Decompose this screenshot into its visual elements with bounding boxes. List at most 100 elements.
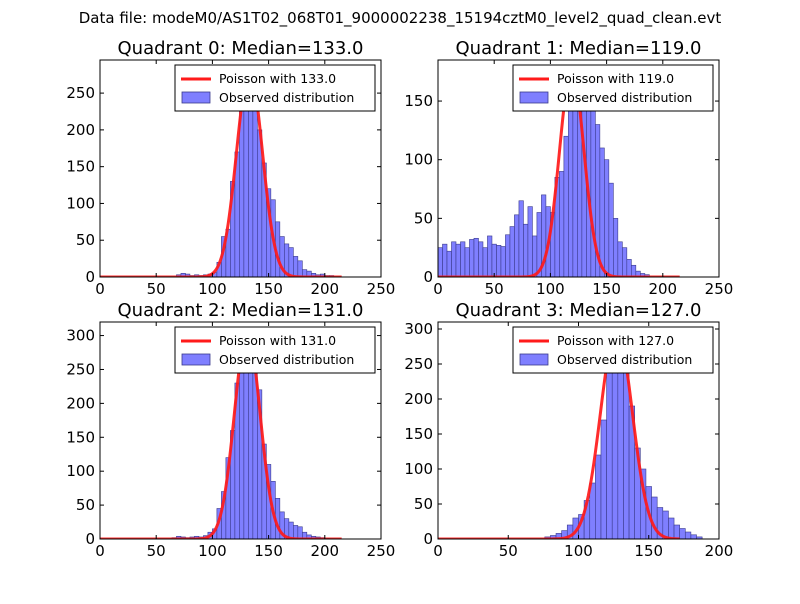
quadrant-2-plot: 0 50 100 150 200 250 0 50 100 150 200 250 300 Quadran… [66, 300, 395, 560]
x-tick-label: 150 [254, 280, 283, 298]
legend-observed-label: Observed distribution [557, 352, 692, 367]
x-tick-label: 250 [367, 542, 396, 560]
y-tick-label: 300 [404, 320, 433, 338]
histogram-bar [606, 370, 613, 539]
x-tick-label: 100 [198, 280, 227, 298]
x-tick-label: 200 [648, 280, 677, 298]
histogram-bar [696, 536, 703, 539]
y-tick-label: 250 [404, 355, 433, 373]
x-tick-label: 100 [536, 280, 565, 298]
histogram-bar [668, 517, 675, 539]
y-tick-label: 50 [414, 209, 433, 227]
y-tick-label: 100 [404, 151, 433, 169]
legend-poisson-label: Poisson with 119.0 [557, 71, 674, 86]
y-tick-label: 100 [66, 462, 95, 480]
histogram-bar [600, 419, 607, 539]
legend-observed-swatch [181, 353, 211, 366]
histogram-bar [451, 241, 457, 277]
histogram-bar [613, 218, 619, 277]
legend-poisson-label: Poisson with 133.0 [219, 71, 336, 86]
histogram-bar [293, 256, 299, 277]
histogram-bar [617, 241, 623, 277]
histogram-bar [527, 206, 533, 277]
histogram-bar [662, 510, 669, 539]
y-tick-label: 150 [404, 425, 433, 443]
quadrant-title: Quadrant 0: Median=133.0 [118, 38, 364, 59]
histogram-bar [297, 526, 303, 539]
histogram-bar [469, 239, 475, 277]
x-tick-label: 100 [198, 542, 227, 560]
legend: Poisson with 127.0 Observed distribution [512, 326, 714, 374]
quadrant-0-plot: 0 50 100 150 200 250 0 50 100 150 200 250 Quadrant 0… [66, 38, 395, 298]
histogram-bar [651, 496, 658, 539]
histogram-bar [514, 214, 520, 277]
histogram-bar [464, 247, 470, 277]
x-tick-label: 0 [95, 542, 105, 560]
histogram-bar [482, 247, 488, 277]
histogram-bar [288, 247, 294, 277]
quadrant-3-plot: 0 50 100 150 200 0 50 100 150 200 250 300 Quadrant 3… [404, 300, 733, 560]
quadrant-title: Quadrant 2: Median=131.0 [118, 300, 364, 321]
y-tick-label: 50 [76, 496, 95, 514]
histogram-bar [626, 259, 632, 277]
histogram-bar [473, 237, 479, 277]
histogram-bar [604, 159, 610, 277]
y-tick-label: 100 [66, 194, 95, 212]
legend-observed-swatch [519, 91, 549, 104]
y-tick-label: 150 [66, 158, 95, 176]
legend-poisson-label: Poisson with 131.0 [219, 333, 336, 348]
histogram-bar [455, 243, 461, 277]
y-tick-label: 100 [404, 460, 433, 478]
histogram-bar [611, 349, 619, 539]
x-tick-label: 150 [592, 280, 621, 298]
histogram-bar [523, 223, 529, 277]
x-tick-label: 50 [147, 280, 166, 298]
x-tick-label: 250 [705, 280, 734, 298]
legend-poisson-label: Poisson with 127.0 [557, 333, 674, 348]
x-tick-label: 100 [564, 542, 593, 560]
histogram-bar [487, 235, 493, 277]
x-tick-label: 0 [433, 280, 443, 298]
histogram-bar [532, 235, 538, 277]
histogram-bar [446, 250, 452, 277]
x-tick-label: 200 [705, 542, 734, 560]
y-tick-label: 50 [414, 495, 433, 513]
histogram-bar [478, 241, 484, 277]
x-tick-label: 150 [254, 542, 283, 560]
legend: Poisson with 119.0 Observed distribution [512, 64, 714, 112]
histogram-bar [248, 348, 254, 539]
x-tick-label: 200 [310, 280, 339, 298]
x-tick-label: 150 [634, 542, 663, 560]
histogram-bar [518, 200, 524, 277]
histogram-bar [252, 92, 258, 277]
histogram-bar [438, 247, 443, 277]
histogram-bar [293, 525, 299, 539]
histogram-bar [496, 245, 502, 277]
histogram-bar [559, 171, 565, 277]
y-tick-label: 200 [66, 121, 95, 139]
x-tick-label: 200 [310, 542, 339, 560]
figure-suptitle: Data file: modeM0/AS1T02_068T01_90000022… [78, 9, 722, 27]
y-tick-label: 0 [423, 530, 433, 548]
histogram-bar [491, 243, 497, 277]
legend-observed-swatch [181, 91, 211, 104]
histogram-bar [595, 454, 602, 539]
histogram-bar [679, 528, 686, 539]
histogram-bars [438, 71, 650, 277]
y-tick-label: 250 [66, 360, 95, 378]
y-tick-label: 150 [404, 92, 433, 110]
axes-frame [99, 59, 382, 278]
histogram-bar [500, 246, 506, 277]
histogram-bars [176, 70, 335, 277]
y-tick-label: 300 [66, 327, 95, 345]
x-tick-label: 0 [433, 542, 443, 560]
histogram-bar [288, 521, 294, 539]
axes-frame [99, 321, 382, 540]
histogram-bar [509, 226, 515, 277]
x-tick-label: 50 [485, 280, 504, 298]
poisson-curve [438, 67, 680, 277]
x-tick-label: 50 [147, 542, 166, 560]
legend-observed-label: Observed distribution [219, 90, 354, 105]
